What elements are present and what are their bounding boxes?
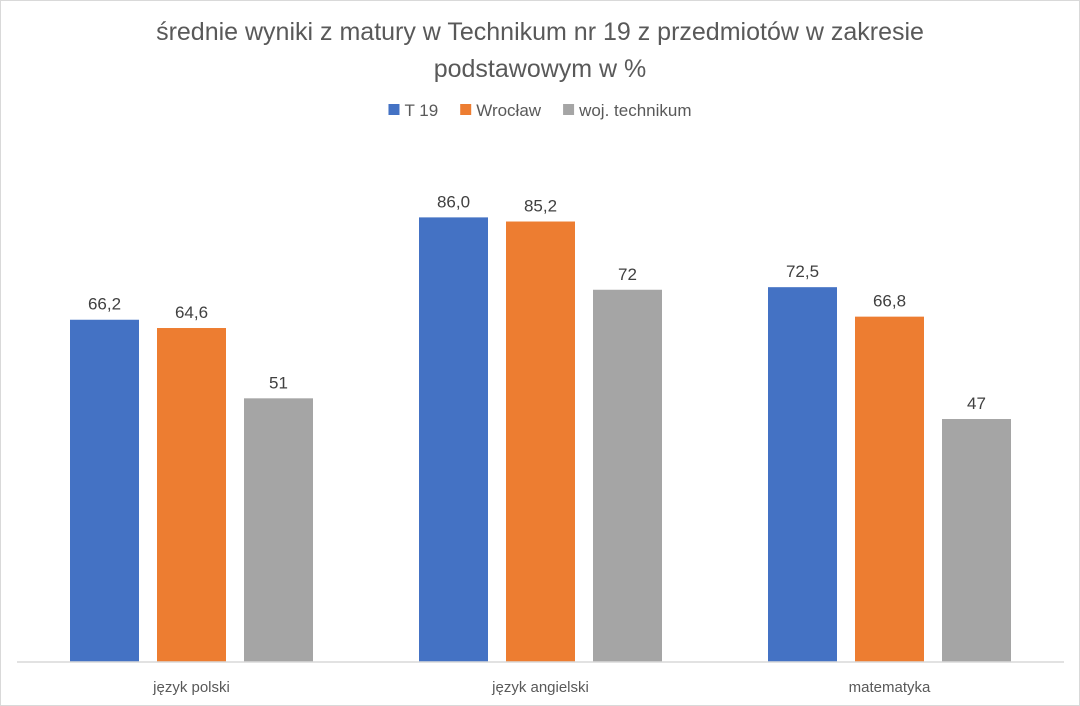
- bar-woj-technikum-0: [244, 398, 313, 662]
- data-label: 72,5: [786, 262, 819, 281]
- legend-item: Wrocław: [460, 101, 542, 120]
- data-label: 66,8: [873, 292, 906, 311]
- legend-swatch: [388, 104, 400, 115]
- legend-swatch: [563, 104, 575, 115]
- legend-label: T 19: [404, 101, 438, 120]
- data-label: 85,2: [524, 197, 557, 216]
- bar-wroc-aw-2: [855, 316, 924, 662]
- data-label: 66,2: [88, 295, 121, 314]
- data-label: 47: [967, 394, 986, 413]
- category-labels: język polski język angielski matematyka: [152, 679, 931, 696]
- chart-title-line-2: podstawowym w %: [434, 55, 647, 83]
- legend-swatch: [460, 104, 472, 115]
- chart-title-line-1: średnie wyniki z matury w Technikum nr 1…: [156, 18, 924, 46]
- bar-wroc-aw-1: [506, 221, 575, 663]
- data-label: 64,6: [175, 303, 208, 322]
- bar-t-19-2: [768, 287, 837, 662]
- data-label: 86,0: [437, 192, 470, 211]
- bar-t-19-1: [419, 217, 488, 662]
- legend-item: T 19: [388, 101, 438, 120]
- data-label: 51: [269, 373, 288, 392]
- bar-t-19-0: [70, 319, 139, 662]
- category-label: język angielski: [491, 679, 589, 696]
- legend-label: Wrocław: [476, 101, 542, 120]
- category-label: język polski: [152, 679, 230, 696]
- bar-woj-technikum-1: [593, 289, 662, 662]
- legend-item: woj. technikum: [563, 101, 692, 120]
- category-label: matematyka: [849, 679, 931, 696]
- bars: 66,2 64,6 51 86,0 85,2 72 72,5 66,8 47: [70, 192, 1011, 663]
- legend: T 19 Wrocław woj. technikum: [388, 101, 692, 120]
- bar-wroc-aw-0: [157, 328, 226, 662]
- legend-label: woj. technikum: [578, 101, 691, 120]
- data-label: 72: [618, 265, 637, 284]
- bar-woj-technikum-2: [942, 419, 1011, 662]
